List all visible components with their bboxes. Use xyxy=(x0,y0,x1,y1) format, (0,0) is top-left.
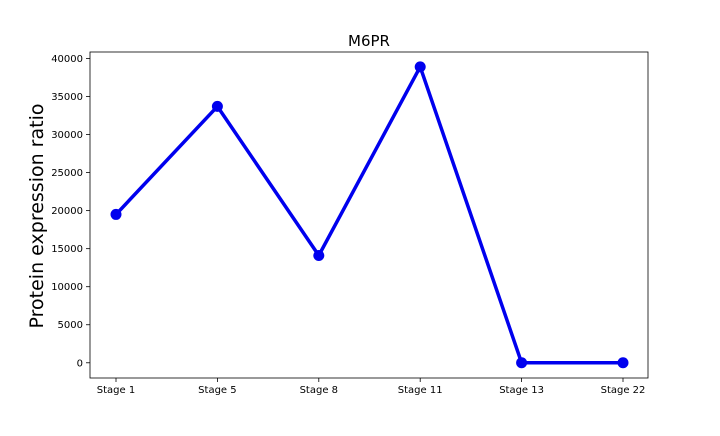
data-point xyxy=(414,61,426,73)
data-point xyxy=(617,357,629,369)
data-point xyxy=(516,357,528,369)
x-tick-label: Stage 11 xyxy=(398,385,443,396)
series-line xyxy=(114,65,625,365)
y-tick-label: 0 xyxy=(77,358,83,369)
plot-area: 0 5000 10000 15000 20000 25000 30000 35000 40000… xyxy=(51,51,649,396)
chart-title: M6PR xyxy=(348,32,390,50)
x-tick-label: Stage 13 xyxy=(499,385,544,396)
data-point xyxy=(211,100,223,112)
data-point xyxy=(110,208,122,220)
y-tick-label: 10000 xyxy=(51,282,83,293)
y-tick-label: 30000 xyxy=(51,130,83,141)
x-tick-label: Stage 8 xyxy=(300,385,338,396)
y-tick-label: 20000 xyxy=(51,206,83,217)
data-point xyxy=(313,250,325,262)
x-tick-label: Stage 1 xyxy=(97,385,135,396)
y-tick-label: 25000 xyxy=(51,168,83,179)
y-tick-label: 15000 xyxy=(51,244,83,255)
y-tick-label: 40000 xyxy=(51,54,83,65)
y-tick-label: 5000 xyxy=(58,320,83,331)
y-tick-label: 35000 xyxy=(51,92,83,103)
y-axis-label: Protein expression ratio xyxy=(26,104,48,329)
x-tick-label: Stage 5 xyxy=(198,385,236,396)
plot-frame xyxy=(89,51,649,379)
x-tick-label: Stage 22 xyxy=(601,385,646,396)
